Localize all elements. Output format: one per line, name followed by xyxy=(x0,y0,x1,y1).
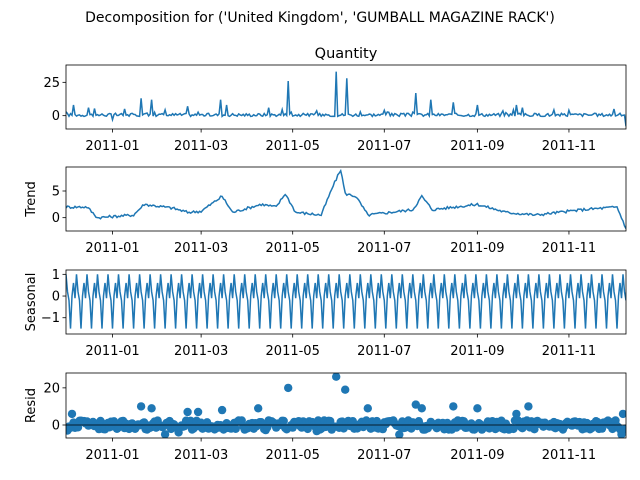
panels: 0 25 2011-01 2011-03 2011-05 2011-07 2011-09 20… xyxy=(24,46,627,463)
x-tick-label: 2011-07 xyxy=(357,344,411,359)
series-line xyxy=(66,71,626,127)
resid-point xyxy=(217,405,227,415)
x-tick-label: 2011-11 xyxy=(542,344,596,359)
axes-frame xyxy=(65,166,627,232)
y-tick-label: −1 xyxy=(41,311,60,326)
plot-area xyxy=(66,274,626,329)
x-tick-label: 2011-03 xyxy=(174,139,228,154)
resid-point xyxy=(183,407,192,417)
resid-point xyxy=(160,430,170,438)
y-tick-label: 20 xyxy=(43,381,60,396)
x-tick-label: 2011-05 xyxy=(266,344,320,359)
x-tick-label: 2011-03 xyxy=(174,344,228,359)
x-tick-label: 2011-05 xyxy=(266,241,320,256)
x-tick-label: 2011-01 xyxy=(85,139,139,154)
resid-point xyxy=(512,409,521,419)
y-tick-label: 0 xyxy=(52,290,60,305)
y-tick-label: 0 xyxy=(52,419,60,434)
axes-frame xyxy=(65,269,627,335)
resid-point xyxy=(186,416,195,425)
plot-area xyxy=(66,71,626,127)
x-tick-label: 2011-07 xyxy=(357,448,411,463)
resid-point xyxy=(284,383,293,393)
x-tick-label: 2011-03 xyxy=(174,448,228,463)
x-tick-label: 2011-09 xyxy=(450,139,504,154)
x-tick-label: 2011-03 xyxy=(174,241,228,256)
resid-point xyxy=(363,404,372,413)
resid-point xyxy=(395,430,404,438)
x-tick-label: 2011-11 xyxy=(542,448,596,463)
resid-point xyxy=(193,407,203,417)
resid-point xyxy=(147,404,156,413)
y-tick-label: 25 xyxy=(43,76,60,91)
y-axis-label: Seasonal xyxy=(24,273,39,332)
panel-2: 0 5 2011-01 2011-03 2011-05 2011-07 2011-09 201… xyxy=(24,166,627,256)
x-tick-label: 2011-01 xyxy=(85,241,139,256)
figure-title: Decomposition for ('United Kingdom', 'GU… xyxy=(85,10,555,26)
x-tick-label: 2011-11 xyxy=(542,139,596,154)
panel-1: 0 25 2011-01 2011-03 2011-05 2011-07 2011-09 20… xyxy=(43,46,627,154)
x-tick-label: 2011-09 xyxy=(450,448,504,463)
plot-area xyxy=(66,373,626,438)
x-tick-label: 2011-01 xyxy=(85,448,139,463)
resid-point xyxy=(509,424,518,434)
resid-point xyxy=(473,404,482,413)
resid-point xyxy=(411,400,420,409)
resid-point xyxy=(332,373,341,381)
x-tick-label: 2011-07 xyxy=(357,241,411,256)
y-tick-label: 0 xyxy=(52,211,60,226)
axes-frame xyxy=(65,372,627,439)
panel-title: Quantity xyxy=(315,46,378,62)
resid-point xyxy=(341,385,350,394)
resid-point xyxy=(231,424,240,433)
x-tick-label: 2011-01 xyxy=(85,344,139,359)
y-axis-label: Resid xyxy=(24,388,39,423)
y-axis-label: Trend xyxy=(24,181,39,218)
x-tick-label: 2011-09 xyxy=(450,344,504,359)
seasonal-line xyxy=(66,274,626,329)
resid-point xyxy=(136,402,146,411)
resid-point xyxy=(67,409,77,419)
axes-frame xyxy=(65,64,627,130)
resid-point xyxy=(524,402,533,411)
plot-area xyxy=(66,168,626,229)
x-tick-label: 2011-05 xyxy=(266,448,320,463)
x-tick-label: 2011-05 xyxy=(266,139,320,154)
resid-point xyxy=(621,424,626,433)
x-tick-label: 2011-11 xyxy=(542,241,596,256)
resid-point xyxy=(618,409,626,419)
resid-point xyxy=(254,404,263,413)
panel-4: 0 20 2011-01 2011-03 2011-05 2011-07 2011-09 20… xyxy=(24,372,627,463)
x-tick-label: 2011-09 xyxy=(450,241,504,256)
y-tick-label: 0 xyxy=(52,109,60,124)
resid-point xyxy=(279,416,288,426)
y-tick-label: 5 xyxy=(52,185,60,200)
series-line xyxy=(66,168,626,229)
x-tick-label: 2011-07 xyxy=(357,139,411,154)
panel-3: −1 0 1 2011-01 2011-03 2011-05 2011-07 2011-09 2… xyxy=(24,268,627,359)
resid-point xyxy=(417,404,426,413)
y-tick-label: 1 xyxy=(52,268,60,283)
resid-point xyxy=(449,402,458,411)
